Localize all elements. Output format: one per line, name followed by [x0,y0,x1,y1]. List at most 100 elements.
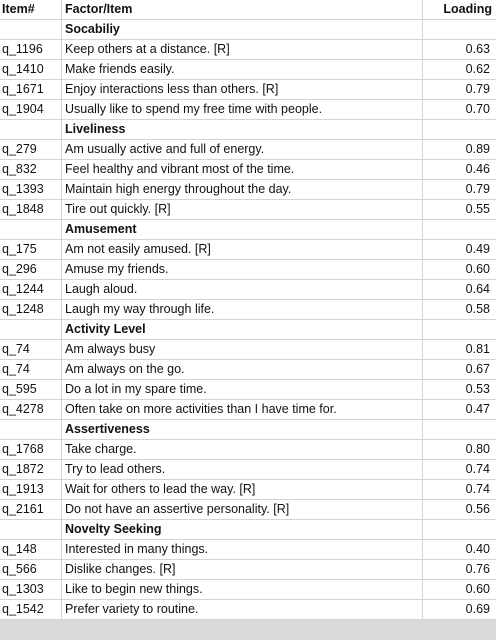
item-text[interactable]: Laugh my way through life. [61,299,423,320]
item-text[interactable]: Often take on more activities than I hav… [61,399,423,420]
item-loading[interactable]: 0.74 [422,479,496,500]
item-id[interactable]: q_1872 [0,459,62,480]
factor-item-cell[interactable] [0,519,62,540]
item-text[interactable]: Dislike changes. [R] [61,559,423,580]
item-text[interactable]: Do a lot in my spare time. [61,379,423,400]
factor-row: Novelty Seeking [0,519,496,540]
item-loading[interactable]: 0.56 [422,499,496,520]
table-row: q_175 Am not easily amused. [R] 0.49 [0,239,496,260]
item-text[interactable]: Laugh aloud. [61,279,423,300]
item-loading[interactable]: 0.89 [422,139,496,160]
item-id[interactable]: q_1848 [0,199,62,220]
item-loading[interactable]: 0.63 [422,39,496,60]
item-text[interactable]: Feel healthy and vibrant most of the tim… [61,159,423,180]
item-loading[interactable]: 0.79 [422,79,496,100]
item-loading[interactable]: 0.58 [422,299,496,320]
table-row: q_1671 Enjoy interactions less than other… [0,79,496,100]
item-id[interactable]: q_1904 [0,99,62,120]
item-id[interactable]: q_1542 [0,599,62,620]
item-text[interactable]: Maintain high energy throughout the day. [61,179,423,200]
factor-loading-cell[interactable] [422,319,496,340]
item-loading[interactable]: 0.49 [422,239,496,260]
item-id[interactable]: q_1248 [0,299,62,320]
table-row: q_1872 Try to lead others. 0.74 [0,459,496,480]
item-loading[interactable]: 0.47 [422,399,496,420]
item-id[interactable]: q_2161 [0,499,62,520]
item-id[interactable]: q_74 [0,339,62,360]
factor-name[interactable]: Assertiveness [61,419,423,440]
item-loading[interactable]: 0.70 [422,99,496,120]
item-id[interactable]: q_296 [0,259,62,280]
item-text[interactable]: Wait for others to lead the way. [R] [61,479,423,500]
factor-loading-cell[interactable] [422,119,496,140]
header-item[interactable]: Item# [0,0,62,20]
item-loading[interactable]: 0.81 [422,339,496,360]
item-id[interactable]: q_1410 [0,59,62,80]
factor-loading-cell[interactable] [422,219,496,240]
item-id[interactable]: q_1913 [0,479,62,500]
item-loading[interactable]: 0.55 [422,199,496,220]
factor-loading-cell[interactable] [422,519,496,540]
table-row: q_1248 Laugh my way through life. 0.58 [0,299,496,320]
item-loading[interactable]: 0.62 [422,59,496,80]
item-id[interactable]: q_1768 [0,439,62,460]
item-loading[interactable]: 0.74 [422,459,496,480]
factor-loading-cell[interactable] [422,419,496,440]
factor-loading-table: Item# Factor/Item Loading Socabiliy q_119… [0,0,496,620]
item-text[interactable]: Tire out quickly. [R] [61,199,423,220]
item-loading[interactable]: 0.40 [422,539,496,560]
item-text[interactable]: Try to lead others. [61,459,423,480]
item-loading[interactable]: 0.60 [422,579,496,600]
item-id[interactable]: q_74 [0,359,62,380]
item-text[interactable]: Usually like to spend my free time with … [61,99,423,120]
item-id[interactable]: q_175 [0,239,62,260]
item-loading[interactable]: 0.76 [422,559,496,580]
item-text[interactable]: Take charge. [61,439,423,460]
header-loading[interactable]: Loading [422,0,496,20]
factor-name[interactable]: Amusement [61,219,423,240]
factor-item-cell[interactable] [0,119,62,140]
item-loading[interactable]: 0.79 [422,179,496,200]
item-text[interactable]: Enjoy interactions less than others. [R] [61,79,423,100]
item-text[interactable]: Am always busy [61,339,423,360]
item-loading[interactable]: 0.60 [422,259,496,280]
item-id[interactable]: q_1393 [0,179,62,200]
item-id[interactable]: q_4278 [0,399,62,420]
item-text[interactable]: Amuse my friends. [61,259,423,280]
factor-name[interactable]: Socabiliy [61,19,423,40]
item-loading[interactable]: 0.64 [422,279,496,300]
item-id[interactable]: q_279 [0,139,62,160]
factor-item-cell[interactable] [0,19,62,40]
item-loading[interactable]: 0.69 [422,599,496,620]
table-row: q_1848 Tire out quickly. [R] 0.55 [0,199,496,220]
item-id[interactable]: q_148 [0,539,62,560]
factor-name[interactable]: Novelty Seeking [61,519,423,540]
factor-name[interactable]: Activity Level [61,319,423,340]
item-loading[interactable]: 0.46 [422,159,496,180]
item-text[interactable]: Interested in many things. [61,539,423,560]
item-text[interactable]: Do not have an assertive personality. [R… [61,499,423,520]
item-id[interactable]: q_1303 [0,579,62,600]
item-text[interactable]: Make friends easily. [61,59,423,80]
item-id[interactable]: q_832 [0,159,62,180]
factor-item-cell[interactable] [0,319,62,340]
item-text[interactable]: Prefer variety to routine. [61,599,423,620]
item-id[interactable]: q_595 [0,379,62,400]
item-text[interactable]: Am usually active and full of energy. [61,139,423,160]
item-loading[interactable]: 0.80 [422,439,496,460]
factor-item-cell[interactable] [0,419,62,440]
item-loading[interactable]: 0.67 [422,359,496,380]
item-text[interactable]: Like to begin new things. [61,579,423,600]
header-factor[interactable]: Factor/Item [61,0,423,20]
item-id[interactable]: q_1244 [0,279,62,300]
factor-item-cell[interactable] [0,219,62,240]
item-loading[interactable]: 0.53 [422,379,496,400]
factor-loading-cell[interactable] [422,19,496,40]
item-text[interactable]: Keep others at a distance. [R] [61,39,423,60]
item-id[interactable]: q_1196 [0,39,62,60]
factor-name[interactable]: Liveliness [61,119,423,140]
item-id[interactable]: q_1671 [0,79,62,100]
item-text[interactable]: Am always on the go. [61,359,423,380]
item-text[interactable]: Am not easily amused. [R] [61,239,423,260]
item-id[interactable]: q_566 [0,559,62,580]
